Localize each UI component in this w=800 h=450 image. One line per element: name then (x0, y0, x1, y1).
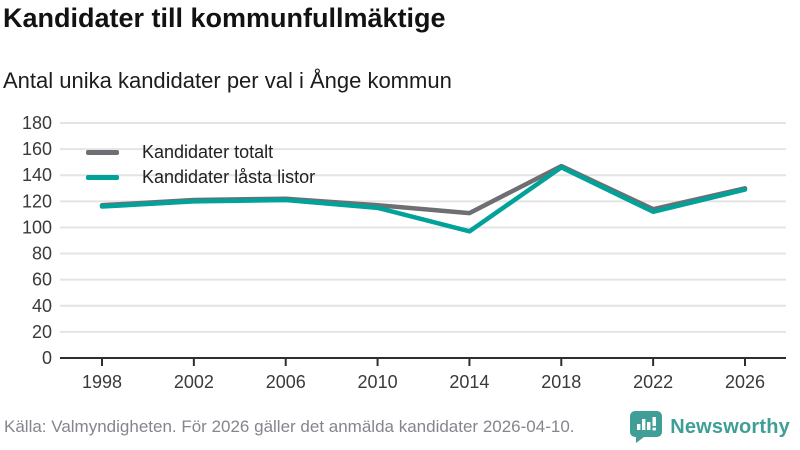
svg-text:40: 40 (32, 296, 52, 316)
svg-text:1998: 1998 (82, 372, 122, 392)
svg-text:2014: 2014 (449, 372, 489, 392)
legend-label-total: Kandidater totalt (142, 142, 274, 162)
svg-text:140: 140 (22, 165, 52, 185)
svg-text:180: 180 (22, 113, 52, 133)
legend-item-total: Kandidater totalt (86, 140, 315, 165)
svg-text:80: 80 (32, 244, 52, 264)
legend-swatch-locked-lists (86, 175, 119, 180)
source-note: Källa: Valmyndigheten. För 2026 gäller d… (4, 417, 575, 436)
svg-text:2018: 2018 (541, 372, 581, 392)
svg-text:60: 60 (32, 270, 52, 290)
newsworthy-logo: Newsworthy (630, 410, 790, 444)
svg-text:160: 160 (22, 139, 52, 159)
svg-text:2022: 2022 (633, 372, 673, 392)
page-subtitle: Antal unika kandidater per val i Ånge ko… (3, 68, 452, 93)
newsworthy-bubble-chart-icon (630, 411, 663, 443)
svg-text:2002: 2002 (174, 372, 214, 392)
svg-text:2006: 2006 (266, 372, 306, 392)
svg-text:0: 0 (42, 348, 52, 368)
svg-text:2010: 2010 (358, 372, 398, 392)
legend-label-locked-lists: Kandidater låsta listor (142, 167, 316, 187)
line-chart-canvas: 0 20 40 60 80 100 120 140 160 180 1998 2002 2006 2010… (22, 113, 786, 392)
legend-swatch-total (86, 150, 119, 155)
svg-text:100: 100 (22, 217, 52, 237)
line-chart: 0 20 40 60 80 100 120 140 160 180 1998 2002 2006 2010… (0, 108, 800, 408)
svg-text:2026: 2026 (725, 372, 765, 392)
svg-text:20: 20 (32, 322, 52, 342)
chart-legend: Kandidater totalt Kandidater låsta listo… (86, 140, 315, 190)
legend-item-locked-lists: Kandidater låsta listor (86, 165, 315, 190)
newsworthy-wordmark: Newsworthy (670, 415, 790, 438)
page-title: Kandidater till kommunfullmäktige (3, 3, 446, 33)
svg-text:120: 120 (22, 191, 52, 211)
chart-footer: Källa: Valmyndigheten. För 2026 gäller d… (4, 408, 790, 446)
